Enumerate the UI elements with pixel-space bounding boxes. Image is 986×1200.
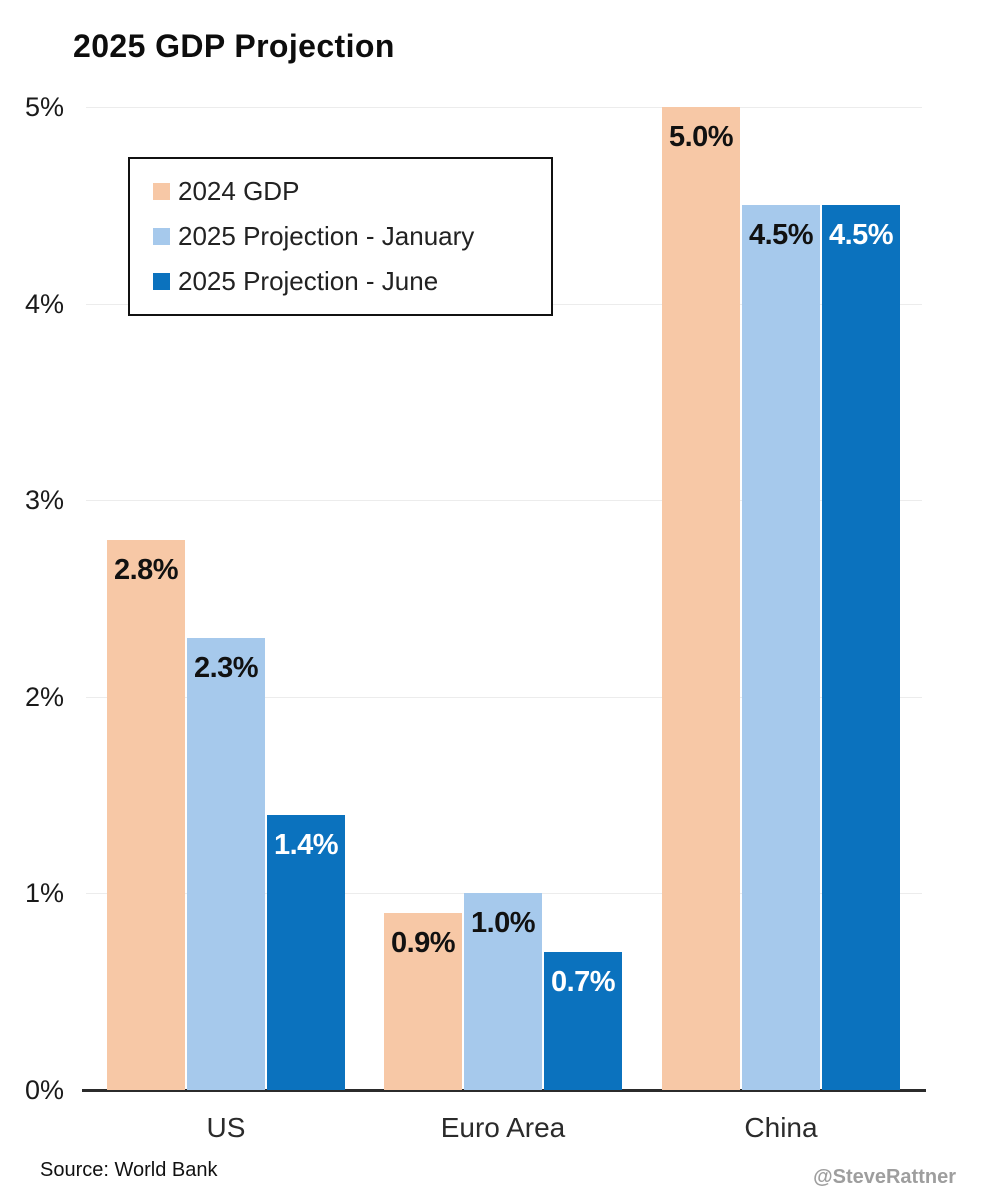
legend-label: 2025 Projection - January [178, 221, 475, 251]
y-tick-label: 3% [24, 485, 64, 516]
bar: 0.9% [384, 913, 462, 1090]
x-axis-line [82, 1089, 926, 1092]
legend-label: 2024 GDP [178, 176, 300, 206]
gridline [86, 107, 922, 108]
legend-item: 2024 GDP [153, 169, 551, 214]
x-category-label: US [206, 1112, 246, 1143]
bar-value-label: 4.5% [828, 219, 894, 251]
chart-title: 2025 GDP Projection [73, 28, 395, 64]
bar-value-label: 2.8% [113, 554, 179, 586]
gridline [86, 500, 922, 502]
bar-value-label: 4.5% [748, 219, 814, 251]
legend-swatch-icon [153, 228, 170, 245]
source-note: Source: World Bank [40, 1159, 218, 1181]
y-tick-label: 5% [24, 92, 64, 122]
bar-value-label: 1.0% [470, 907, 536, 939]
y-tick-label: 2% [24, 681, 64, 712]
y-tick-label: 1% [24, 878, 64, 909]
legend-swatch-icon [153, 273, 170, 290]
bar: 1.0% [464, 893, 542, 1090]
y-tick-label: 0% [24, 1075, 64, 1105]
gridline [86, 696, 922, 698]
x-category-label: Euro Area [440, 1112, 566, 1143]
bar-value-label: 0.9% [390, 927, 456, 959]
legend-swatch-icon [153, 183, 170, 200]
plot-area: 2.8% 2.3% 1.4% 0.9% 1.0% 0.7% 5.0% 4.5% 4.5% [82, 107, 926, 1092]
bar: 4.5% [822, 205, 900, 1090]
bar: 5.0% [662, 107, 740, 1090]
attribution-handle: @SteveRattner [813, 1166, 956, 1188]
legend-item: 2025 Projection - January [153, 214, 551, 259]
legend: 2024 GDP 2025 Projection - January 2025 Pr… [128, 157, 553, 316]
x-category-label: China [744, 1112, 818, 1143]
y-tick-label: 4% [24, 288, 64, 319]
bar: 4.5% [742, 205, 820, 1090]
bar-value-label: 1.4% [273, 829, 339, 861]
bar-value-label: 0.7% [550, 966, 616, 998]
legend-item: 2025 Projection - June [153, 259, 551, 304]
bar: 2.3% [187, 638, 265, 1090]
bar: 1.4% [267, 815, 345, 1090]
bar: 0.7% [544, 952, 622, 1090]
legend-label: 2025 Projection - June [178, 266, 439, 296]
bar-value-label: 5.0% [668, 121, 734, 153]
bar-value-label: 2.3% [193, 652, 259, 684]
bar: 2.8% [107, 540, 185, 1090]
